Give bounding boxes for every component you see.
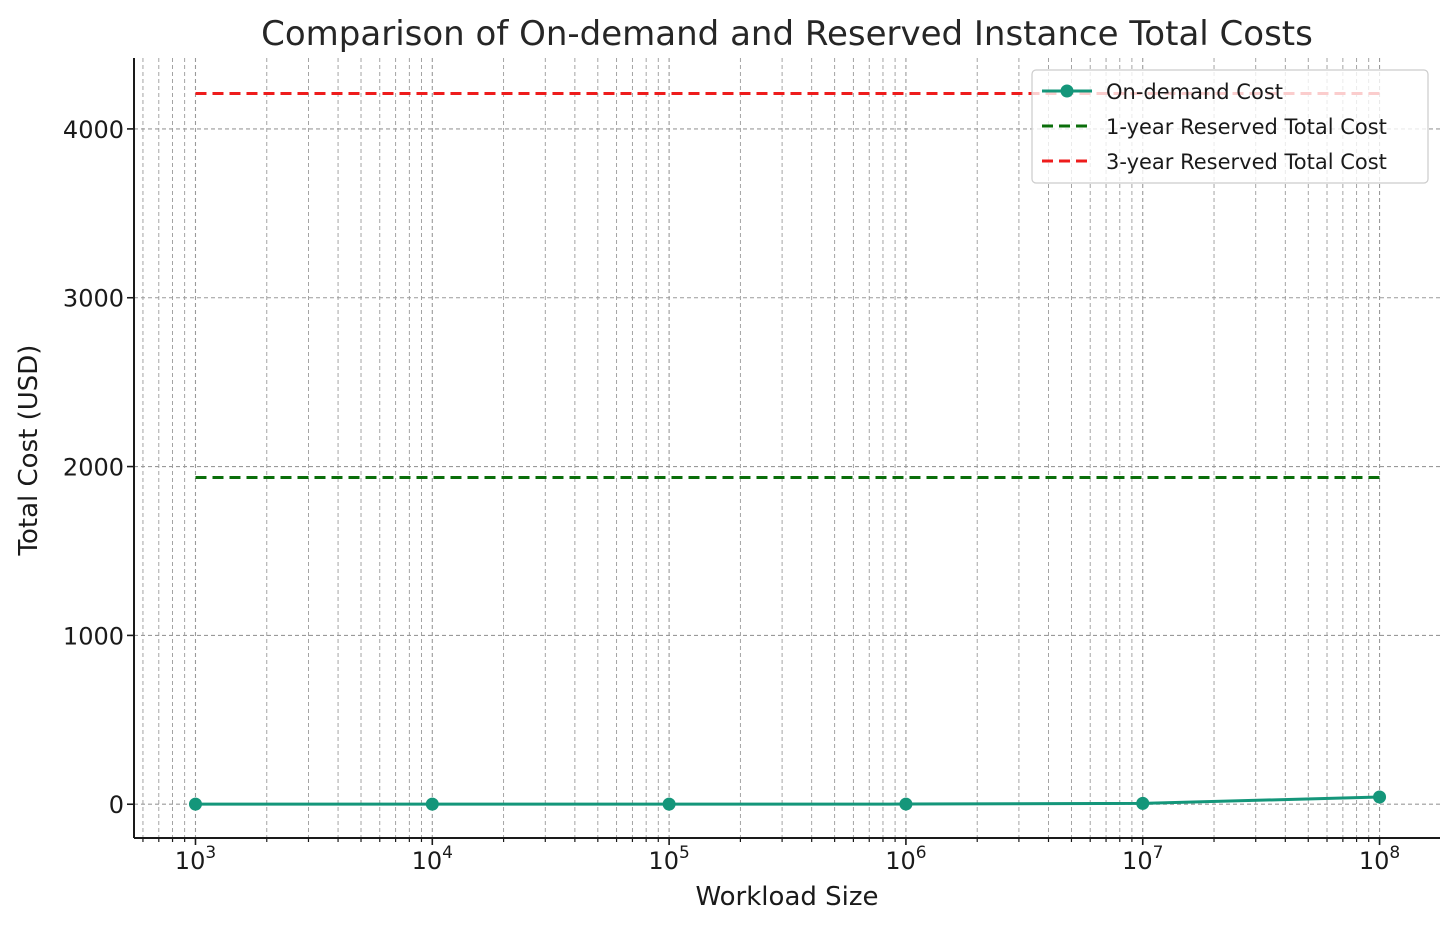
legend: On-demand Cost 1-year Reserved Total Cost… xyxy=(1031,69,1429,184)
legend-swatch-marker xyxy=(1060,84,1074,98)
x-tick-label: 108 xyxy=(1359,843,1400,875)
x-tick-label-exponent: 5 xyxy=(679,843,690,863)
axes xyxy=(127,58,1440,845)
x-tick-label: 105 xyxy=(648,843,689,875)
x-tick-label-exponent: 4 xyxy=(442,843,453,863)
x-tick-label-base: 10 xyxy=(1359,847,1390,875)
y-tick-label: 4000 xyxy=(63,116,124,144)
x-tick-label: 107 xyxy=(1122,843,1163,875)
x-tick-label: 103 xyxy=(175,843,216,875)
x-tick-label-base: 10 xyxy=(1122,847,1153,875)
y-axis-label: Total Cost (USD) xyxy=(14,345,44,557)
data-point xyxy=(425,797,439,811)
x-tick-label-base: 10 xyxy=(885,847,916,875)
x-tick-label-exponent: 8 xyxy=(1389,843,1400,863)
legend-label: 3-year Reserved Total Cost xyxy=(1106,150,1387,174)
legend-label: On-demand Cost xyxy=(1106,80,1283,104)
x-tick-label-base: 10 xyxy=(175,847,206,875)
x-tick-label: 104 xyxy=(412,843,453,875)
x-tick-label-base: 10 xyxy=(648,847,679,875)
x-tick-label-exponent: 7 xyxy=(1153,843,1164,863)
series-line-0 xyxy=(195,795,1380,806)
data-point xyxy=(188,797,202,811)
data-point xyxy=(1136,796,1150,810)
data-point xyxy=(662,797,676,811)
x-tick-label-exponent: 6 xyxy=(916,843,927,863)
x-tick-label-exponent: 3 xyxy=(205,843,216,863)
y-tick-label: 0 xyxy=(109,791,124,819)
legend-label: 1-year Reserved Total Cost xyxy=(1106,115,1387,139)
data-point xyxy=(899,797,913,811)
y-tick-label: 3000 xyxy=(63,285,124,313)
x-tick-label-base: 10 xyxy=(412,847,443,875)
x-axis-label: Workload Size xyxy=(695,882,878,912)
y-tick-label: 1000 xyxy=(63,622,124,650)
x-tick-label: 106 xyxy=(885,843,926,875)
y-tick-label: 2000 xyxy=(63,454,124,482)
series-layer xyxy=(188,91,1387,811)
data-point xyxy=(1373,790,1387,804)
chart-title: Comparison of On-demand and Reserved Ins… xyxy=(261,14,1313,54)
grid xyxy=(134,58,1440,838)
legend-box xyxy=(1031,69,1429,184)
